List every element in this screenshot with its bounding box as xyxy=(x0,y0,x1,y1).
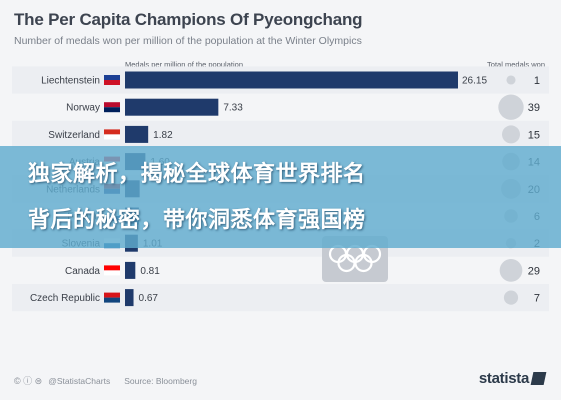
total-bubble xyxy=(506,75,516,85)
total-column-header: Total medals won xyxy=(487,60,545,69)
statista-wordmark: statista xyxy=(478,370,529,387)
bar xyxy=(125,125,149,143)
flag-icon xyxy=(104,292,120,298)
creative-commons-icon: © ⓘ ⊜ xyxy=(14,376,43,386)
total-bubble xyxy=(503,290,519,305)
bar xyxy=(125,71,458,89)
flag-icon xyxy=(104,134,120,140)
total-bubble xyxy=(498,94,524,120)
chart-title: The Per Capita Champions Of Pyeongchang xyxy=(14,10,363,29)
value-label: 26.15 xyxy=(462,76,487,87)
category-label: Liechtenstein xyxy=(41,76,100,87)
value-label: 0.67 xyxy=(139,293,159,304)
category-label: Norway xyxy=(66,103,100,114)
category-label: Czech Republic xyxy=(30,293,100,304)
flag-icon xyxy=(104,107,120,113)
chart-subtitle: Number of medals won per million of the … xyxy=(14,35,362,47)
row-band xyxy=(12,284,549,312)
category-label: Canada xyxy=(65,266,100,277)
flag-icon xyxy=(104,129,120,135)
value-label: 1.82 xyxy=(153,130,173,141)
bars-column-header: Medals per million of the population xyxy=(125,60,243,69)
row-band xyxy=(12,120,549,148)
source-note: Source: Bloomberg xyxy=(124,375,197,386)
bar xyxy=(125,261,136,279)
flag-icon xyxy=(104,80,120,85)
flag-icon xyxy=(104,75,120,80)
flag-icon xyxy=(104,270,120,276)
promo-line-1: 独家解析，揭秘全球体育世界排名 xyxy=(28,162,366,187)
total-bubble xyxy=(499,259,523,282)
value-label: 0.81 xyxy=(140,266,160,277)
category-label: Switzerland xyxy=(48,130,100,141)
statista-logo: statista xyxy=(478,370,547,387)
statista-handle: @StatistaCharts xyxy=(48,375,111,386)
total-label: 15 xyxy=(528,129,540,141)
promo-line-2: 背后的秘密，带你洞悉体育强国榜 xyxy=(28,208,366,233)
promo-banner xyxy=(0,146,561,248)
bar xyxy=(125,289,134,307)
total-bubble xyxy=(501,125,521,144)
value-label: 7.33 xyxy=(223,103,243,114)
total-label: 29 xyxy=(528,265,540,277)
total-label: 39 xyxy=(528,102,540,114)
flag-icon xyxy=(104,102,120,108)
total-label: 1 xyxy=(534,75,540,87)
bar xyxy=(125,98,219,116)
total-label: 7 xyxy=(534,293,540,305)
footer-credits: © ⓘ ⊜ @StatistaCharts Source: Bloomberg xyxy=(14,374,197,387)
flag-icon xyxy=(104,297,120,303)
statista-mark-icon xyxy=(530,372,547,385)
flag-icon xyxy=(104,265,120,271)
